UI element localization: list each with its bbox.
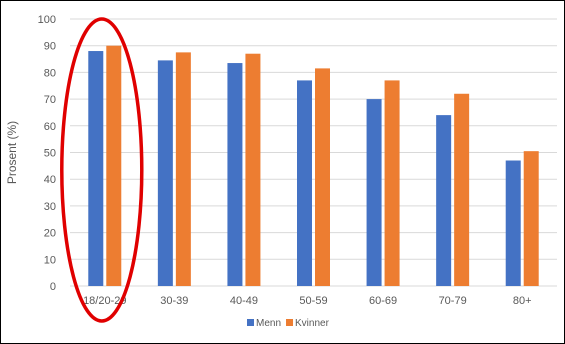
x-tick-label: 30-39 xyxy=(160,295,188,307)
bar-kvinner-80- xyxy=(523,151,539,286)
y-axis-ticks: 0 10 20 30 40 50 60 70 80 90 100 xyxy=(38,14,56,293)
legend: Menn Kvinner xyxy=(247,318,330,329)
y-tick-label-20: 20 xyxy=(44,228,56,240)
y-tick-label-100: 100 xyxy=(38,14,56,26)
x-tick-label: 50-59 xyxy=(299,295,327,307)
y-tick-label-30: 30 xyxy=(44,201,56,213)
highlight-ellipse xyxy=(60,17,144,323)
y-tick-label-40: 40 xyxy=(44,174,56,186)
bar-menn-60-69 xyxy=(366,99,382,286)
annotations xyxy=(60,17,144,323)
x-tick-label: 70-79 xyxy=(439,295,467,307)
y-tick-label-10: 10 xyxy=(44,254,56,266)
x-tick-label: 60-69 xyxy=(369,295,397,307)
bar-kvinner-60-69 xyxy=(384,80,400,286)
gridlines xyxy=(70,18,557,287)
legend-swatch-kvinner xyxy=(286,319,294,326)
x-tick-label: 18/20-29 xyxy=(83,295,126,307)
bar-menn-70-79 xyxy=(436,115,452,287)
bar-menn-50-59 xyxy=(297,80,312,286)
bar-kvinner-18-20-29 xyxy=(106,45,122,287)
y-axis-title: Prosent (%) xyxy=(5,121,19,184)
legend-label-menn: Menn xyxy=(256,318,281,329)
y-tick-label-50: 50 xyxy=(44,148,56,160)
bar-kvinner-50-59 xyxy=(315,68,330,287)
y-tick-label-90: 90 xyxy=(44,41,56,53)
y-tick-label-80: 80 xyxy=(44,67,56,79)
legend-label-kvinner: Kvinner xyxy=(295,318,330,329)
bar-kvinner-70-79 xyxy=(454,93,470,286)
bars xyxy=(88,45,539,287)
y-tick-label-60: 60 xyxy=(44,121,56,133)
x-tick-label: 40-49 xyxy=(230,295,258,307)
x-axis-ticks: 18/20-29 30-39 40-49 50-59 60-69 70-79 80+ xyxy=(83,295,531,307)
y-tick-label-70: 70 xyxy=(44,94,56,106)
legend-swatch-menn xyxy=(247,319,254,326)
bar-kvinner-40-49 xyxy=(245,53,261,287)
y-tick-label-0: 0 xyxy=(50,281,56,293)
bar-kvinner-30-39 xyxy=(175,52,191,286)
bar-menn-40-49 xyxy=(227,63,243,287)
bar-menn-30-39 xyxy=(157,60,173,287)
x-tick-label: 80+ xyxy=(513,295,532,307)
bar-menn-18-20-29 xyxy=(88,51,104,286)
bar-menn-80- xyxy=(505,160,521,286)
